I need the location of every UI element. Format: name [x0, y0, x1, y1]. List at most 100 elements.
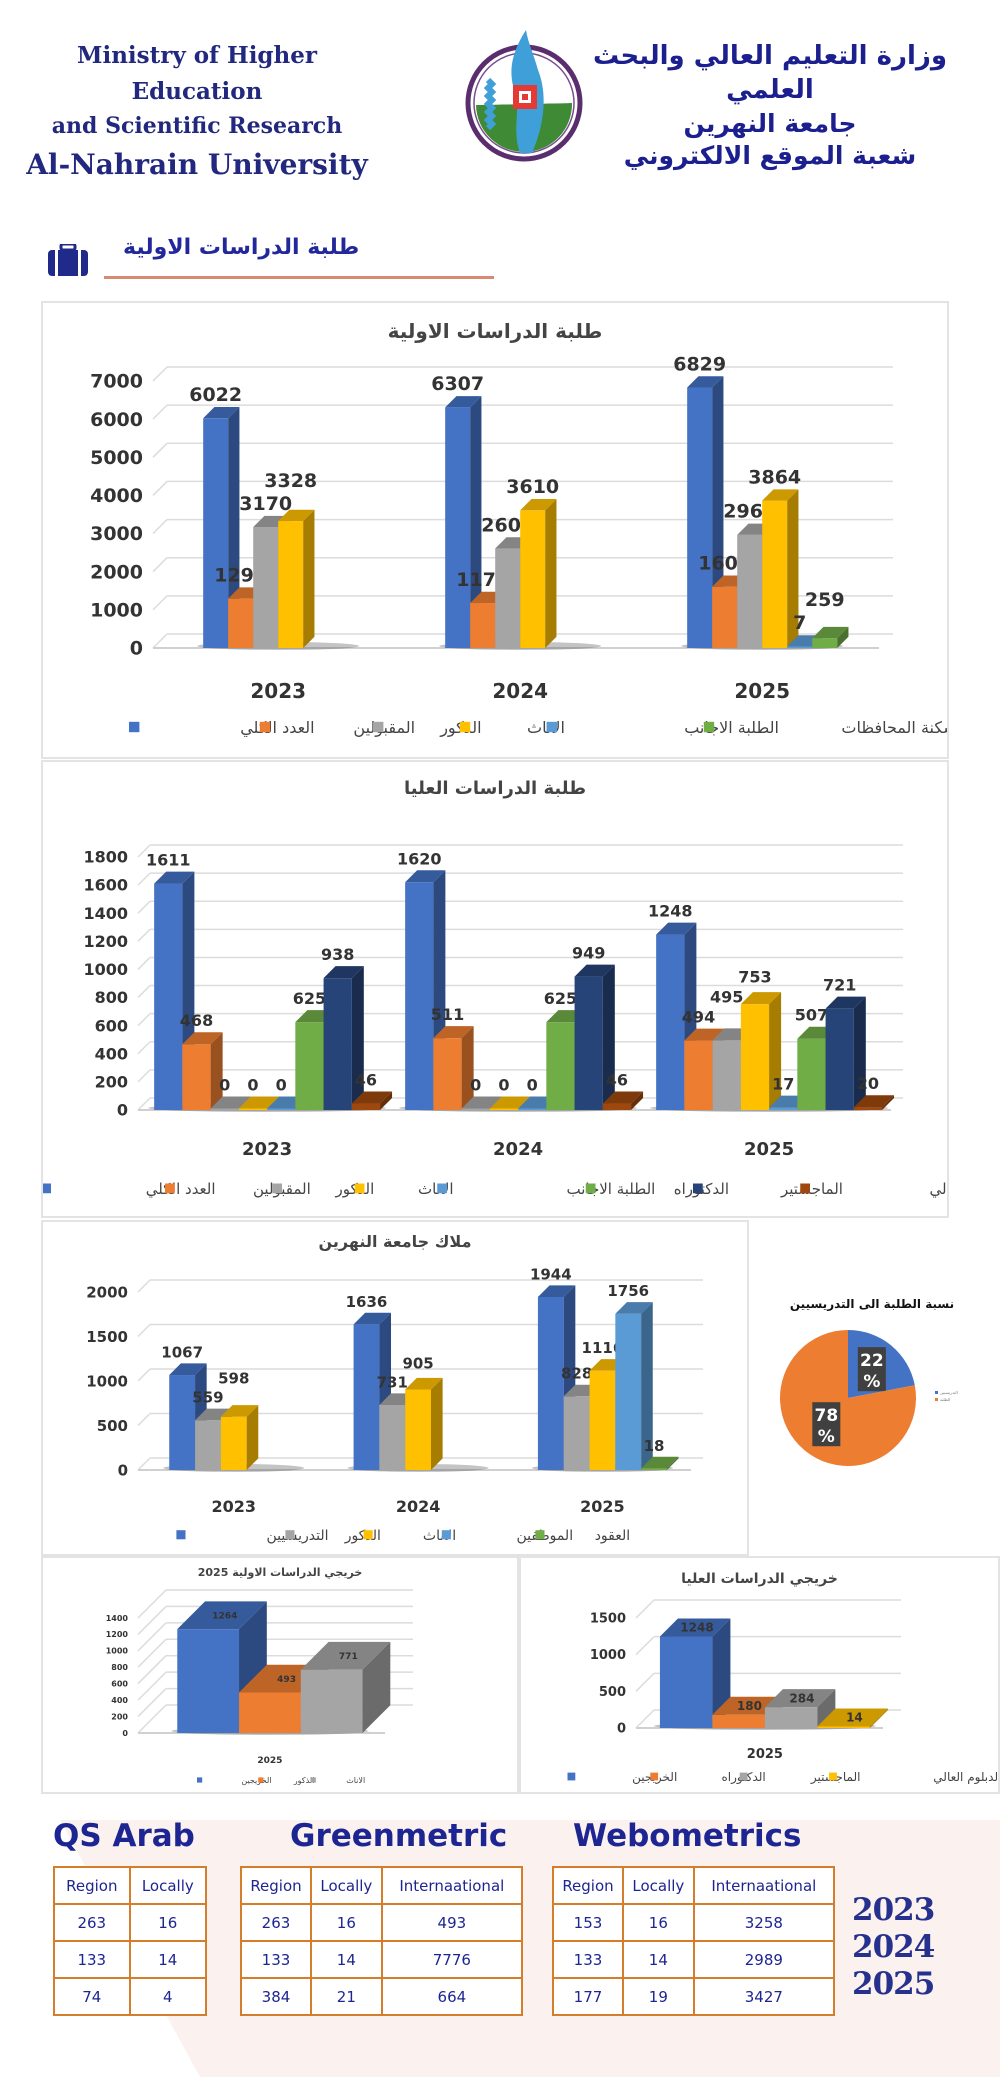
legend-swatch [363, 1530, 373, 1540]
table-row: 153 16 3258 [552, 1903, 836, 1942]
bar-top [182, 1032, 223, 1045]
category-label: 2025 [580, 1497, 625, 1516]
table-cell: 177 [552, 1977, 624, 2016]
y-tick-label: 1000 [106, 1647, 129, 1656]
gridline-depth [137, 1671, 167, 1701]
chart-title: طلبة الدراسات الاولية [388, 319, 603, 343]
bar-side [246, 1405, 259, 1470]
staff-chart-panel: ملاك جامعة النهرين 0 500 1000 1500 2000 1067 55… [41, 1220, 749, 1556]
y-tick-label: 4000 [90, 485, 143, 507]
header-cell: Region [552, 1866, 624, 1905]
gridline-depth [137, 1279, 151, 1293]
webometrics-table: Region Locally Internaational 153 16 325… [552, 1866, 836, 2016]
legend-item: الدبلوم العالي [800, 1180, 947, 1199]
english-title-line-2: and Scientific Research [51, 113, 343, 140]
data-label: 625 [293, 989, 326, 1008]
gridline-depth [137, 1655, 167, 1685]
postgrad-chart: طلبة الدراسات العليا02004006008001000120… [43, 778, 947, 1199]
category-label: 2023 [250, 679, 306, 703]
data-label: 625 [544, 989, 577, 1008]
qs-arab-table: Region Locally 263 16 133 14 74 4 [53, 1866, 208, 2016]
data-label: 0 [247, 1076, 258, 1095]
english-title-line-1: Ministry of Higher Education [77, 42, 317, 105]
undergrad-chart: طلبة الدراسات الاولية 0 1000 2000 3000 4000 50… [90, 319, 947, 738]
data-label: 938 [321, 945, 354, 964]
data-label: 46 [606, 1071, 628, 1090]
legend-item: الخريجين [197, 1776, 272, 1785]
legend-swatch [129, 721, 140, 733]
gridline-depth [137, 1638, 167, 1668]
bar-front [762, 500, 788, 648]
bar-top [220, 1405, 259, 1417]
y-tick-label: 800 [111, 1663, 128, 1672]
gridline-depth [137, 1069, 151, 1083]
y-tick-label: 200 [95, 1072, 128, 1091]
gridline-depth [635, 1636, 655, 1656]
bar [817, 1708, 888, 1728]
data-label: 0 [527, 1076, 538, 1095]
bar [764, 1689, 836, 1728]
bar-top [659, 1618, 731, 1637]
bar-top [641, 1456, 679, 1469]
data-label: 1116 [582, 1339, 624, 1357]
bar-front [267, 1108, 296, 1110]
legend-swatch [285, 1530, 295, 1540]
data-label: 1248 [680, 1621, 713, 1635]
data-label: 511 [431, 1005, 464, 1024]
bar-top [489, 1096, 531, 1109]
gridline-depth [137, 1368, 151, 1382]
gridline-depth [137, 928, 151, 942]
bar [300, 1641, 391, 1733]
data-label: 3610 [506, 476, 559, 498]
webometrics-title: Webometrics [573, 1818, 802, 1854]
y-tick-label: 5000 [90, 447, 143, 469]
legend-item: العدد الكلي [129, 718, 315, 738]
bar-side [641, 1302, 653, 1470]
bar-front [351, 1103, 381, 1110]
undergrad-chart-panel: طلبة الدراسات الاولية 0 1000 2000 3000 4000 50… [41, 301, 949, 759]
gridline-depth [152, 442, 168, 458]
table-row: 133 14 2989 [552, 1940, 836, 1979]
legend-swatch [800, 1183, 810, 1194]
y-tick-label: 1200 [83, 932, 128, 951]
table-cell: 263 [53, 1903, 131, 1942]
bar [574, 964, 615, 1110]
bar [433, 1026, 474, 1110]
legend-label: العدد الكلي [146, 1180, 216, 1199]
legend-item: العقود [535, 1528, 630, 1544]
legend-item: الطلبة [935, 1397, 950, 1402]
legend-label: الطلبة [940, 1397, 950, 1402]
bar-side [545, 499, 557, 648]
legend-swatch [935, 1391, 938, 1394]
bar-top [169, 1363, 207, 1376]
bar-side [787, 489, 799, 648]
table-cell: 7776 [380, 1940, 524, 1979]
bar-front [278, 521, 304, 648]
data-label: 1248 [648, 902, 693, 921]
category-label: 2024 [493, 1139, 543, 1160]
y-tick-label: 200 [111, 1712, 128, 1721]
bar-front [589, 1370, 616, 1470]
legend-label: الطلبة الاجانب [684, 718, 779, 737]
data-label: 598 [218, 1370, 249, 1388]
y-tick-label: 2000 [86, 1283, 128, 1301]
bar-top [405, 1377, 443, 1390]
table-cell: 664 [380, 1977, 524, 2016]
bar-top [602, 1091, 644, 1104]
bar-top [210, 1096, 251, 1109]
legend-item: الطلبة الاجانب [546, 718, 779, 737]
table-cell: 16 [128, 1903, 208, 1942]
bar-front [295, 1022, 324, 1110]
header-cell: Locally [309, 1866, 383, 1905]
bar [825, 996, 866, 1110]
bar-top [300, 1641, 391, 1670]
legend-swatch [354, 1183, 365, 1194]
data-label: 507 [795, 1006, 828, 1025]
bar-front [405, 1389, 432, 1470]
data-label: 753 [738, 968, 771, 987]
table-cell: 14 [621, 1940, 695, 1979]
data-label: 20 [857, 1074, 879, 1093]
bar-front [195, 1420, 221, 1470]
category-label: 2024 [492, 679, 548, 703]
university-logo-icon [465, 30, 583, 162]
